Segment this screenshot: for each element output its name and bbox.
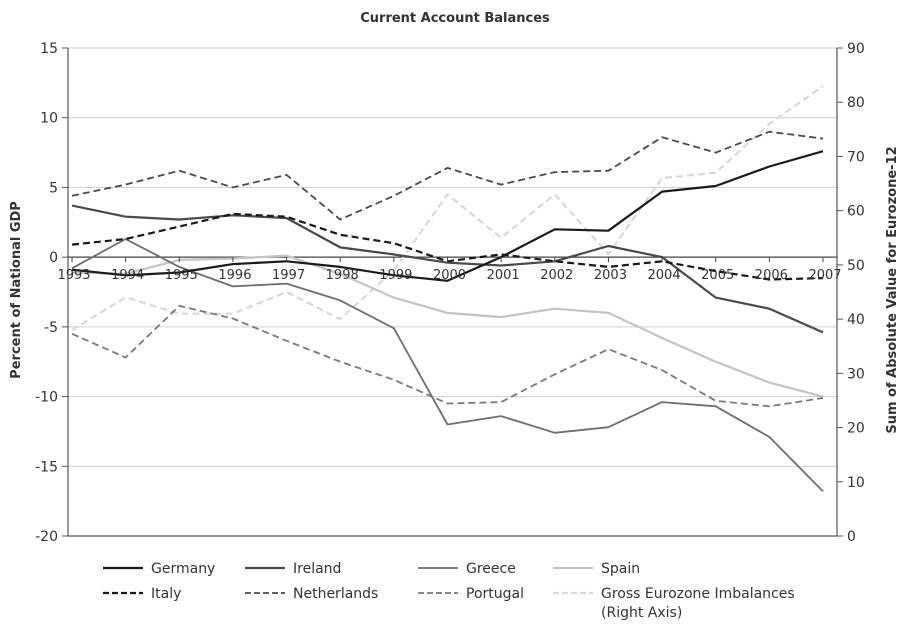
legend-label-italy: Italy bbox=[151, 586, 181, 602]
y2-tick-label: 30 bbox=[847, 366, 865, 382]
y2-tick-label: 80 bbox=[847, 95, 865, 111]
legend-label-ireland: Ireland bbox=[293, 561, 341, 577]
y-axis-label-left: Percent of National GDP bbox=[9, 201, 24, 379]
x-tick-label: 2004 bbox=[648, 268, 681, 283]
x-tick-label: 2005 bbox=[701, 268, 734, 283]
y2-tick-label: 50 bbox=[847, 258, 865, 274]
x-tick-label: 1993 bbox=[57, 268, 90, 283]
y-tick-label: -15 bbox=[35, 459, 58, 475]
series-line-germany bbox=[71, 150, 824, 282]
legend-label-gross: Gross Eurozone Imbalances bbox=[601, 586, 795, 602]
x-tick-label: 2003 bbox=[594, 268, 627, 283]
y-tick-label: 0 bbox=[49, 250, 58, 266]
x-tick-label: 2006 bbox=[755, 268, 788, 283]
y-tick-label: 10 bbox=[40, 111, 58, 127]
axes: -20 -15 -10 -5 0 5 10 15 0 10 20 30 40 50 60 70 80 90 bbox=[35, 41, 865, 545]
x-tick-label: 1997 bbox=[272, 268, 305, 283]
legend-label-netherlands: Netherlands bbox=[293, 586, 378, 602]
legend-label-portugal: Portugal bbox=[466, 586, 524, 602]
y-tick-label: 15 bbox=[40, 41, 58, 57]
x-tick-label: 1994 bbox=[111, 268, 144, 283]
y2-tick-label: 60 bbox=[847, 204, 865, 220]
y2-tick-label: 0 bbox=[847, 529, 856, 545]
x-tick-label: 2007 bbox=[808, 268, 841, 283]
y2-tick-label: 70 bbox=[847, 149, 865, 165]
grid-lines bbox=[68, 47, 837, 467]
x-tick-label: 1999 bbox=[379, 268, 412, 283]
legend: Germany Ireland Greece Spain Italy Netherland… bbox=[103, 561, 795, 621]
x-tick-label: 2002 bbox=[540, 268, 573, 283]
legend-label-germany: Germany bbox=[151, 561, 215, 577]
series-layer bbox=[71, 85, 824, 493]
y2-tick-label: 20 bbox=[847, 421, 865, 437]
y-tick-label: -10 bbox=[35, 390, 58, 406]
legend-label-spain: Spain bbox=[601, 561, 640, 577]
x-tick-labels: 1993 1994 1995 1996 1997 1998 1999 2000 2001 2002… bbox=[57, 257, 842, 283]
series-line-spain bbox=[71, 254, 824, 398]
y-axis-label-right: Sum of Absolute Value for Eurozone-12 bbox=[885, 146, 900, 433]
y2-tick-label: 10 bbox=[847, 475, 865, 491]
x-tick-label: 1996 bbox=[218, 268, 251, 283]
y2-tick-label: 40 bbox=[847, 312, 865, 328]
series-line-portugal bbox=[71, 304, 824, 408]
legend-label-gross: (Right Axis) bbox=[601, 605, 682, 621]
x-tick-label: 2000 bbox=[433, 268, 466, 283]
chart-title: Current Account Balances bbox=[360, 11, 550, 26]
series-line-netherlands bbox=[71, 130, 824, 221]
series-line-gross bbox=[71, 85, 824, 331]
x-tick-label: 1995 bbox=[165, 268, 198, 283]
y-tick-label: -20 bbox=[35, 529, 58, 545]
y-tick-label: 5 bbox=[49, 180, 58, 196]
x-tick-label: 2001 bbox=[487, 268, 520, 283]
series-line-greece bbox=[71, 238, 824, 493]
y-tick-label: -5 bbox=[44, 320, 58, 336]
legend-label-greece: Greece bbox=[466, 561, 516, 577]
series-line-ireland bbox=[71, 204, 824, 334]
x-tick-label: 1998 bbox=[326, 268, 359, 283]
y2-tick-label: 90 bbox=[847, 41, 865, 57]
